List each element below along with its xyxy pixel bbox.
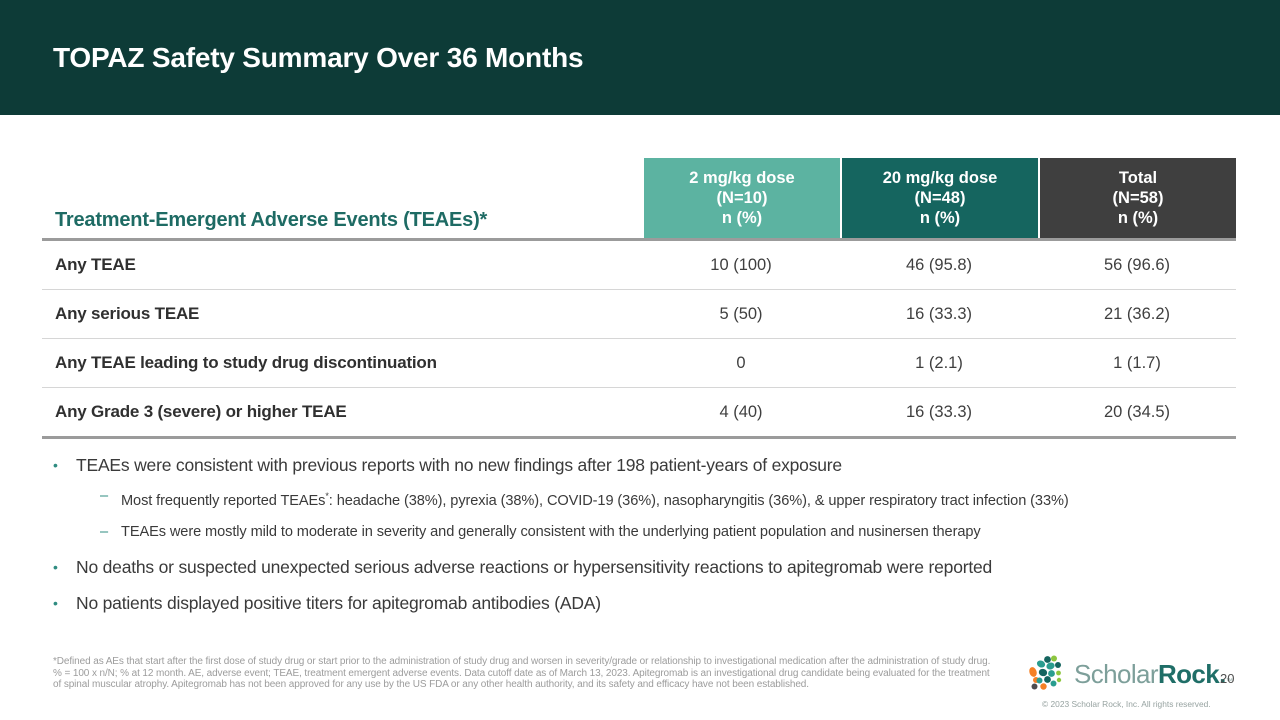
table-row-header-label: Treatment-Emergent Adverse Events (TEAEs…: [55, 209, 488, 231]
cell-value: 20 (34.5): [1103, 402, 1171, 421]
bullet-text: No deaths or suspected unexpected seriou…: [76, 556, 993, 577]
scholar-rock-logo: ScholarRock.™: [1026, 652, 1233, 696]
table-row: Any serious TEAE 5 (50) 16 (33.3) 21 (36…: [42, 290, 1236, 339]
trademark-symbol: ™: [1225, 677, 1233, 685]
bullet-dot-icon: •: [53, 594, 58, 611]
summary-bullet-list: • TEAEs were consistent with previous re…: [53, 453, 1238, 615]
logo-word-scholar: Scholar: [1074, 658, 1159, 689]
page-number: 20: [1220, 671, 1235, 686]
scholar-rock-wordmark: ScholarRock.™: [1074, 658, 1233, 690]
sub-bullet-text-prefix: Most frequently reported TEAEs: [121, 492, 326, 509]
column-header-line: 20 mg/kg dose: [882, 169, 998, 187]
column-header-line: (N=58): [1112, 189, 1164, 207]
page-title: TOPAZ Safety Summary Over 36 Months: [53, 41, 584, 73]
row-label: Any TEAE: [55, 255, 136, 274]
column-header-line: Total: [1118, 169, 1158, 187]
column-header-total: Total (N=58) n (%): [1038, 158, 1236, 238]
column-header-20mgkg: 20 mg/kg dose (N=48) n (%): [840, 158, 1038, 238]
cell-value: 5 (50): [719, 304, 763, 323]
teae-table: Treatment-Emergent Adverse Events (TEAEs…: [42, 158, 1236, 439]
table-row: Any TEAE leading to study drug discontin…: [42, 339, 1236, 388]
header-band: TOPAZ Safety Summary Over 36 Months: [0, 0, 1280, 115]
cell-value: 56 (96.6): [1103, 255, 1171, 274]
bullet-item: • TEAEs were consistent with previous re…: [53, 453, 1238, 477]
bullet-dot-icon: •: [53, 457, 58, 473]
asterisk-superscript: *: [325, 491, 329, 501]
row-label: Any TEAE leading to study drug discontin…: [55, 353, 437, 372]
bullet-item: • No patients displayed positive titers …: [53, 591, 1238, 615]
bullet-text: No patients displayed positive titers fo…: [76, 592, 601, 613]
column-header-line: (N=48): [914, 189, 966, 207]
bullet-text: TEAEs were consistent with previous repo…: [76, 455, 842, 475]
cell-value: 0: [736, 353, 746, 372]
footnote-text: *Defined as AEs that start after the fir…: [53, 656, 991, 691]
column-header-2mgkg: 2 mg/kg dose (N=10) n (%): [642, 158, 840, 238]
cell-value: 46 (95.8): [905, 255, 973, 274]
table-row: Any TEAE 10 (100) 46 (95.8) 56 (96.6): [42, 241, 1236, 290]
sub-bullet-text: TEAEs were mostly mild to moderate in se…: [121, 523, 981, 540]
logo-word-rock: Rock.: [1157, 658, 1226, 689]
column-header-line: n (%): [721, 209, 763, 227]
cell-value: 16 (33.3): [905, 402, 973, 421]
column-header-line: n (%): [919, 209, 961, 227]
cell-value: 1 (1.7): [1113, 353, 1161, 372]
sub-bullet-text: Most frequently reported TEAEs*: headach…: [121, 486, 1069, 512]
sub-bullet-item: – Most frequently reported TEAEs*: heada…: [100, 486, 1238, 512]
row-label: Any Grade 3 (severe) or higher TEAE: [55, 402, 347, 421]
sub-bullet-item: – TEAEs were mostly mild to moderate in …: [100, 522, 1238, 543]
column-header-line: n (%): [1117, 209, 1159, 227]
sub-bullet-text-rest: : headache (38%), pyrexia (38%), COVID-1…: [328, 492, 1069, 509]
bullet-dot-icon: •: [53, 558, 58, 575]
dash-icon: –: [100, 488, 109, 504]
column-header-line: 2 mg/kg dose: [689, 169, 795, 187]
copyright-text: © 2023 Scholar Rock, Inc. All rights res…: [1042, 699, 1211, 709]
cell-value: 4 (40): [719, 402, 763, 421]
table-row: Any Grade 3 (severe) or higher TEAE 4 (4…: [42, 388, 1236, 439]
row-label: Any serious TEAE: [55, 304, 200, 323]
column-header-line: (N=10): [716, 189, 768, 207]
table-header-row: Treatment-Emergent Adverse Events (TEAEs…: [42, 158, 1236, 241]
cell-value: 10 (100): [710, 255, 772, 274]
bullet-item: • No deaths or suspected unexpected seri…: [53, 555, 1238, 579]
cell-value: 16 (33.3): [905, 304, 973, 323]
scholar-rock-logo-icon: [1029, 655, 1062, 690]
cell-value: 1 (2.1): [915, 353, 963, 372]
cell-value: 21 (36.2): [1103, 304, 1171, 323]
dash-icon: –: [100, 523, 109, 540]
